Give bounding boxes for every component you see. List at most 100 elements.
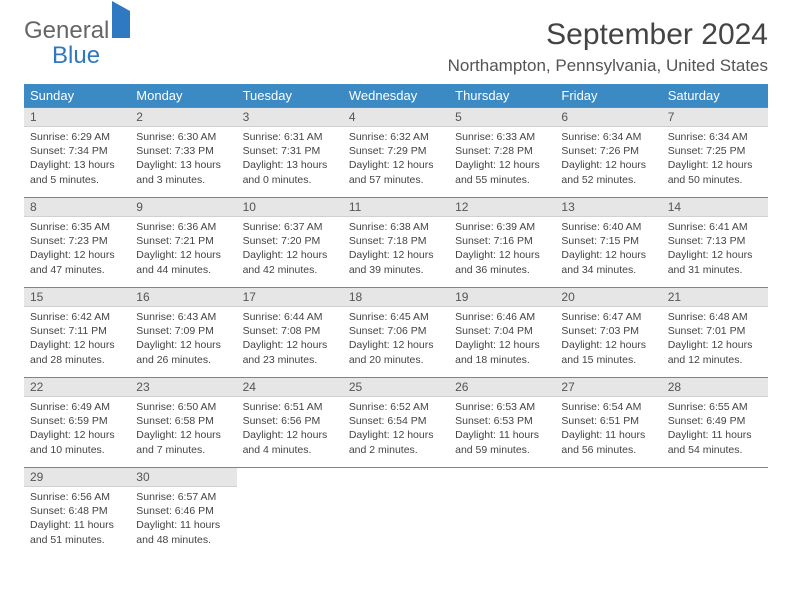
calendar-cell: 13Sunrise: 6:40 AMSunset: 7:15 PMDayligh… xyxy=(555,198,661,288)
calendar-table: Sunday Monday Tuesday Wednesday Thursday… xyxy=(24,84,768,558)
calendar-cell: .. xyxy=(662,468,768,558)
day-details: Sunrise: 6:29 AMSunset: 7:34 PMDaylight:… xyxy=(24,127,130,192)
calendar-cell: 2Sunrise: 6:30 AMSunset: 7:33 PMDaylight… xyxy=(130,108,236,198)
day-details: Sunrise: 6:33 AMSunset: 7:28 PMDaylight:… xyxy=(449,127,555,192)
day-number: 21 xyxy=(662,288,768,307)
calendar-cell: 6Sunrise: 6:34 AMSunset: 7:26 PMDaylight… xyxy=(555,108,661,198)
col-saturday: Saturday xyxy=(662,84,768,108)
calendar-cell: 27Sunrise: 6:54 AMSunset: 6:51 PMDayligh… xyxy=(555,378,661,468)
calendar-cell: 10Sunrise: 6:37 AMSunset: 7:20 PMDayligh… xyxy=(237,198,343,288)
col-tuesday: Tuesday xyxy=(237,84,343,108)
calendar-cell: 12Sunrise: 6:39 AMSunset: 7:16 PMDayligh… xyxy=(449,198,555,288)
calendar-cell: 24Sunrise: 6:51 AMSunset: 6:56 PMDayligh… xyxy=(237,378,343,468)
title-block: September 2024 Northampton, Pennsylvania… xyxy=(448,18,768,76)
calendar-cell: 16Sunrise: 6:43 AMSunset: 7:09 PMDayligh… xyxy=(130,288,236,378)
day-number: 20 xyxy=(555,288,661,307)
location-text: Northampton, Pennsylvania, United States xyxy=(448,56,768,76)
calendar-cell: 20Sunrise: 6:47 AMSunset: 7:03 PMDayligh… xyxy=(555,288,661,378)
day-details: Sunrise: 6:44 AMSunset: 7:08 PMDaylight:… xyxy=(237,307,343,372)
day-number: 5 xyxy=(449,108,555,127)
day-details: Sunrise: 6:31 AMSunset: 7:31 PMDaylight:… xyxy=(237,127,343,192)
day-number: 11 xyxy=(343,198,449,217)
day-details: Sunrise: 6:50 AMSunset: 6:58 PMDaylight:… xyxy=(130,397,236,462)
day-number: 13 xyxy=(555,198,661,217)
day-details: Sunrise: 6:30 AMSunset: 7:33 PMDaylight:… xyxy=(130,127,236,192)
calendar-cell: 18Sunrise: 6:45 AMSunset: 7:06 PMDayligh… xyxy=(343,288,449,378)
calendar-cell: 8Sunrise: 6:35 AMSunset: 7:23 PMDaylight… xyxy=(24,198,130,288)
day-details: Sunrise: 6:36 AMSunset: 7:21 PMDaylight:… xyxy=(130,217,236,282)
day-number: 8 xyxy=(24,198,130,217)
day-details: Sunrise: 6:39 AMSunset: 7:16 PMDaylight:… xyxy=(449,217,555,282)
calendar-row: 15Sunrise: 6:42 AMSunset: 7:11 PMDayligh… xyxy=(24,288,768,378)
day-details: Sunrise: 6:35 AMSunset: 7:23 PMDaylight:… xyxy=(24,217,130,282)
day-details: Sunrise: 6:42 AMSunset: 7:11 PMDaylight:… xyxy=(24,307,130,372)
calendar-cell: 26Sunrise: 6:53 AMSunset: 6:53 PMDayligh… xyxy=(449,378,555,468)
calendar-row: 29Sunrise: 6:56 AMSunset: 6:48 PMDayligh… xyxy=(24,468,768,558)
calendar-cell: 21Sunrise: 6:48 AMSunset: 7:01 PMDayligh… xyxy=(662,288,768,378)
calendar-cell: 7Sunrise: 6:34 AMSunset: 7:25 PMDaylight… xyxy=(662,108,768,198)
brand-triangle-icon xyxy=(112,1,130,38)
day-details: Sunrise: 6:55 AMSunset: 6:49 PMDaylight:… xyxy=(662,397,768,462)
calendar-cell: 29Sunrise: 6:56 AMSunset: 6:48 PMDayligh… xyxy=(24,468,130,558)
day-number: 26 xyxy=(449,378,555,397)
header: General Blue September 2024 Northampton,… xyxy=(24,18,768,76)
calendar-cell: 1Sunrise: 6:29 AMSunset: 7:34 PMDaylight… xyxy=(24,108,130,198)
day-details: Sunrise: 6:40 AMSunset: 7:15 PMDaylight:… xyxy=(555,217,661,282)
day-number: 24 xyxy=(237,378,343,397)
day-number: 19 xyxy=(449,288,555,307)
calendar-cell: 5Sunrise: 6:33 AMSunset: 7:28 PMDaylight… xyxy=(449,108,555,198)
day-details: Sunrise: 6:56 AMSunset: 6:48 PMDaylight:… xyxy=(24,487,130,552)
brand-logo: General Blue xyxy=(24,18,130,68)
day-details: Sunrise: 6:38 AMSunset: 7:18 PMDaylight:… xyxy=(343,217,449,282)
day-number: 14 xyxy=(662,198,768,217)
day-number: 3 xyxy=(237,108,343,127)
day-details: Sunrise: 6:37 AMSunset: 7:20 PMDaylight:… xyxy=(237,217,343,282)
day-number: 25 xyxy=(343,378,449,397)
calendar-row: 22Sunrise: 6:49 AMSunset: 6:59 PMDayligh… xyxy=(24,378,768,468)
calendar-row: 8Sunrise: 6:35 AMSunset: 7:23 PMDaylight… xyxy=(24,198,768,288)
brand-word1: General xyxy=(24,17,109,44)
calendar-cell: 15Sunrise: 6:42 AMSunset: 7:11 PMDayligh… xyxy=(24,288,130,378)
calendar-cell: 22Sunrise: 6:49 AMSunset: 6:59 PMDayligh… xyxy=(24,378,130,468)
calendar-cell: .. xyxy=(237,468,343,558)
day-number: 7 xyxy=(662,108,768,127)
calendar-cell: 11Sunrise: 6:38 AMSunset: 7:18 PMDayligh… xyxy=(343,198,449,288)
day-number: 22 xyxy=(24,378,130,397)
day-number: 6 xyxy=(555,108,661,127)
col-thursday: Thursday xyxy=(449,84,555,108)
calendar-cell: 25Sunrise: 6:52 AMSunset: 6:54 PMDayligh… xyxy=(343,378,449,468)
calendar-cell: 14Sunrise: 6:41 AMSunset: 7:13 PMDayligh… xyxy=(662,198,768,288)
day-details: Sunrise: 6:57 AMSunset: 6:46 PMDaylight:… xyxy=(130,487,236,552)
day-number: 17 xyxy=(237,288,343,307)
day-details: Sunrise: 6:47 AMSunset: 7:03 PMDaylight:… xyxy=(555,307,661,372)
day-details: Sunrise: 6:34 AMSunset: 7:26 PMDaylight:… xyxy=(555,127,661,192)
day-details: Sunrise: 6:45 AMSunset: 7:06 PMDaylight:… xyxy=(343,307,449,372)
calendar-cell: 30Sunrise: 6:57 AMSunset: 6:46 PMDayligh… xyxy=(130,468,236,558)
day-details: Sunrise: 6:34 AMSunset: 7:25 PMDaylight:… xyxy=(662,127,768,192)
day-details: Sunrise: 6:52 AMSunset: 6:54 PMDaylight:… xyxy=(343,397,449,462)
day-details: Sunrise: 6:49 AMSunset: 6:59 PMDaylight:… xyxy=(24,397,130,462)
calendar-cell: 23Sunrise: 6:50 AMSunset: 6:58 PMDayligh… xyxy=(130,378,236,468)
col-monday: Monday xyxy=(130,84,236,108)
day-number: 18 xyxy=(343,288,449,307)
col-wednesday: Wednesday xyxy=(343,84,449,108)
day-number: 16 xyxy=(130,288,236,307)
day-number: 29 xyxy=(24,468,130,487)
calendar-cell: 28Sunrise: 6:55 AMSunset: 6:49 PMDayligh… xyxy=(662,378,768,468)
brand-word2: Blue xyxy=(52,42,100,69)
day-details: Sunrise: 6:32 AMSunset: 7:29 PMDaylight:… xyxy=(343,127,449,192)
calendar-cell: .. xyxy=(343,468,449,558)
col-sunday: Sunday xyxy=(24,84,130,108)
day-number: 30 xyxy=(130,468,236,487)
col-friday: Friday xyxy=(555,84,661,108)
day-number: 23 xyxy=(130,378,236,397)
calendar-row: 1Sunrise: 6:29 AMSunset: 7:34 PMDaylight… xyxy=(24,108,768,198)
month-title: September 2024 xyxy=(448,18,768,52)
day-number: 1 xyxy=(24,108,130,127)
day-details: Sunrise: 6:54 AMSunset: 6:51 PMDaylight:… xyxy=(555,397,661,462)
day-details: Sunrise: 6:53 AMSunset: 6:53 PMDaylight:… xyxy=(449,397,555,462)
calendar-cell: 3Sunrise: 6:31 AMSunset: 7:31 PMDaylight… xyxy=(237,108,343,198)
day-number: 2 xyxy=(130,108,236,127)
calendar-cell: 9Sunrise: 6:36 AMSunset: 7:21 PMDaylight… xyxy=(130,198,236,288)
day-number: 28 xyxy=(662,378,768,397)
